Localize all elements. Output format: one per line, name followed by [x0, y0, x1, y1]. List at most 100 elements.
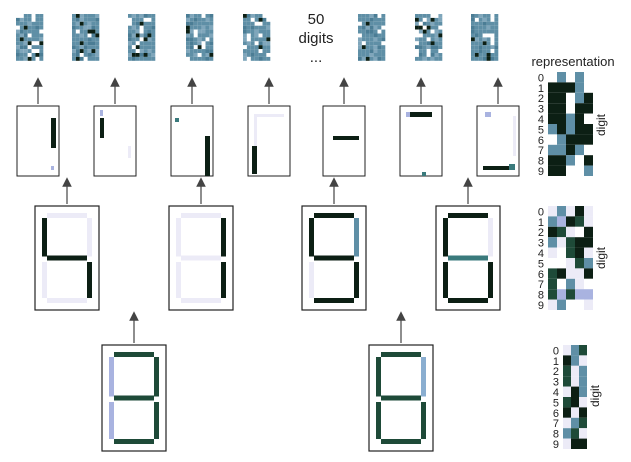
noise-pixel	[72, 56, 76, 61]
noise-pixel	[75, 41, 80, 46]
noise-pixel	[31, 14, 36, 18]
noise-pixel	[381, 29, 386, 34]
noise-pixel	[373, 45, 378, 50]
matrix-cell	[563, 376, 571, 387]
matrix-cell	[563, 355, 571, 366]
noise-pixel	[35, 56, 40, 61]
noise-pixel	[250, 49, 255, 53]
noise-pixel	[434, 56, 439, 61]
noise-pixel	[438, 29, 443, 34]
segment-d	[47, 298, 87, 303]
noise-pixel	[415, 49, 419, 53]
noise-pixel	[209, 37, 214, 42]
noise-pixel	[369, 17, 374, 22]
matrix-cell	[548, 103, 557, 114]
sparse-panel	[247, 105, 291, 177]
noise-pixel	[131, 45, 136, 50]
matrix-cell	[584, 258, 593, 269]
noise-pixel	[418, 33, 423, 38]
noise-pixel	[365, 41, 370, 46]
noise-pixel	[72, 33, 76, 38]
digit-tick-label: 1	[553, 356, 559, 368]
noise-pixel	[205, 49, 210, 53]
matrix-cell	[563, 386, 571, 397]
noise-pixel	[19, 49, 24, 53]
noise-pixel	[422, 53, 427, 57]
noise-pixel	[243, 49, 247, 53]
noise-pixel	[75, 29, 80, 34]
noise-pixel	[79, 33, 84, 38]
noise-pixel	[91, 37, 96, 42]
noise-pixel	[131, 29, 136, 34]
noise-pixel	[197, 14, 202, 18]
noise-pixel	[35, 45, 40, 50]
noise-pixel	[243, 21, 247, 26]
noise-pixel	[482, 37, 487, 42]
noise-pixel	[151, 41, 156, 46]
noise-pixel	[128, 53, 132, 57]
noise-pixel	[266, 17, 271, 22]
noise-pixel	[369, 25, 374, 30]
panel-frame	[399, 105, 443, 177]
noise-pixel	[83, 53, 88, 57]
noise-pixel	[189, 45, 194, 50]
noise-pixel	[31, 29, 36, 34]
noise-pixel	[262, 14, 267, 18]
matrix-cell	[575, 299, 584, 310]
noise-pixel	[205, 17, 210, 22]
noise-pixel	[23, 41, 28, 46]
noise-pixel	[27, 37, 32, 42]
noise-pixel	[16, 41, 20, 46]
noise-pixel	[139, 29, 144, 34]
panel-mark	[509, 164, 515, 170]
noise-pixel	[373, 37, 378, 42]
matrix-cell	[584, 92, 593, 104]
segment-g	[181, 255, 221, 261]
noise-pixel	[39, 37, 44, 42]
digit-tick-label: 0	[538, 206, 544, 218]
noise-pixel	[373, 14, 378, 18]
matrix-cell	[575, 258, 584, 269]
matrix-cell	[584, 113, 593, 124]
matrix-cell	[575, 155, 584, 166]
matrix-cell	[575, 278, 584, 290]
noise-pixel	[418, 14, 423, 18]
noise-pixel	[486, 33, 491, 38]
noise-pixel	[205, 45, 210, 50]
noise-pixel	[426, 56, 431, 61]
noise-pixel	[369, 49, 374, 53]
noise-pixel	[471, 53, 475, 57]
noise-pixel	[434, 25, 439, 30]
digit-tick-label: 1	[538, 217, 544, 229]
matrix-cell	[579, 355, 587, 366]
noise-pixel	[197, 33, 202, 38]
noise-pixel	[478, 33, 483, 38]
noise-pixel	[246, 53, 251, 57]
noise-pixel	[16, 49, 20, 53]
noise-pixel	[474, 29, 479, 34]
noise-pixel	[365, 33, 370, 38]
noise-pixel	[83, 14, 88, 18]
noise-pixel	[361, 37, 366, 42]
noise-pixel	[254, 21, 259, 26]
noise-pixel	[377, 14, 382, 18]
noise-pixel	[19, 29, 24, 34]
noise-pixel	[381, 53, 386, 57]
noise-pixel	[258, 49, 263, 53]
noise-pixel	[128, 21, 132, 26]
digit-tick-label: 9	[538, 166, 544, 178]
noise-pixel	[147, 45, 152, 50]
noise-pixel	[258, 33, 263, 38]
matrix-cell	[557, 82, 566, 93]
noise-pixel	[91, 25, 96, 30]
noise-pixel	[16, 37, 20, 42]
noise-pixel	[201, 45, 206, 50]
noise-pixel	[16, 56, 20, 61]
noise-pixel	[143, 33, 148, 38]
noise-pixel	[135, 17, 140, 22]
noise-pixel	[254, 33, 259, 38]
noise-pixel	[35, 25, 40, 30]
noise-pixel	[243, 41, 247, 46]
noise-pixel	[365, 45, 370, 50]
